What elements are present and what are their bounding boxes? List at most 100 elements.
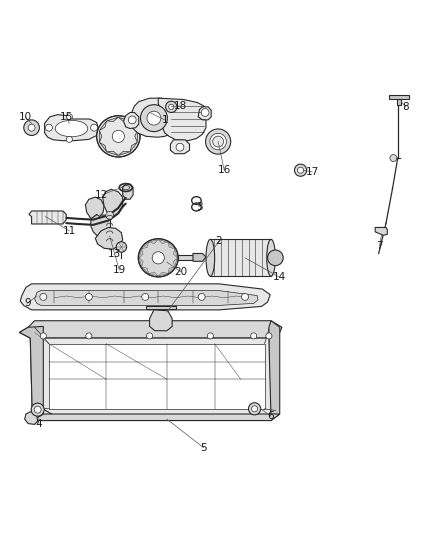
- Text: 8: 8: [402, 102, 409, 112]
- Polygon shape: [198, 107, 211, 120]
- Polygon shape: [139, 249, 143, 258]
- Circle shape: [86, 333, 92, 339]
- Polygon shape: [142, 267, 149, 273]
- Ellipse shape: [141, 104, 167, 132]
- Text: 6: 6: [268, 411, 274, 421]
- Polygon shape: [168, 267, 175, 273]
- Text: 2: 2: [215, 236, 223, 246]
- Circle shape: [128, 116, 136, 124]
- Polygon shape: [91, 214, 110, 238]
- Polygon shape: [150, 310, 172, 330]
- Polygon shape: [389, 95, 409, 99]
- Polygon shape: [49, 344, 265, 409]
- Text: 17: 17: [306, 167, 319, 177]
- Text: 11: 11: [63, 226, 76, 236]
- Polygon shape: [32, 414, 280, 421]
- Text: 15: 15: [60, 112, 73, 122]
- Text: 10: 10: [18, 112, 32, 122]
- Polygon shape: [149, 272, 158, 276]
- Polygon shape: [130, 121, 138, 131]
- Polygon shape: [118, 117, 130, 122]
- Circle shape: [66, 114, 72, 120]
- Circle shape: [390, 155, 397, 161]
- Circle shape: [116, 242, 127, 252]
- Text: 7: 7: [376, 241, 383, 251]
- Polygon shape: [25, 412, 38, 424]
- Text: 4: 4: [35, 418, 42, 429]
- Ellipse shape: [267, 239, 276, 276]
- Text: 1: 1: [162, 115, 168, 125]
- Circle shape: [242, 293, 248, 300]
- Polygon shape: [30, 338, 271, 421]
- Circle shape: [142, 293, 149, 300]
- Text: 9: 9: [24, 298, 31, 309]
- Polygon shape: [178, 255, 193, 261]
- Ellipse shape: [112, 130, 124, 142]
- Circle shape: [248, 403, 261, 415]
- Circle shape: [85, 293, 92, 300]
- Circle shape: [28, 124, 35, 131]
- Ellipse shape: [152, 252, 164, 264]
- Circle shape: [46, 124, 53, 131]
- Polygon shape: [124, 112, 139, 128]
- Circle shape: [176, 143, 184, 151]
- Polygon shape: [118, 151, 130, 156]
- Circle shape: [40, 293, 47, 300]
- Polygon shape: [397, 99, 401, 104]
- Circle shape: [147, 333, 152, 339]
- Circle shape: [40, 333, 46, 339]
- Circle shape: [31, 403, 44, 416]
- Polygon shape: [139, 258, 143, 267]
- Ellipse shape: [55, 120, 88, 137]
- Circle shape: [91, 124, 98, 131]
- Polygon shape: [45, 115, 99, 141]
- Ellipse shape: [213, 136, 223, 147]
- Polygon shape: [158, 240, 168, 244]
- Polygon shape: [95, 228, 123, 249]
- Circle shape: [24, 120, 39, 135]
- Circle shape: [198, 293, 205, 300]
- Circle shape: [166, 101, 177, 112]
- Circle shape: [207, 333, 213, 339]
- Polygon shape: [170, 140, 190, 154]
- Polygon shape: [269, 321, 280, 421]
- Circle shape: [66, 136, 72, 142]
- Polygon shape: [130, 142, 138, 152]
- Polygon shape: [19, 326, 43, 421]
- Polygon shape: [20, 284, 270, 310]
- Circle shape: [297, 167, 304, 173]
- Ellipse shape: [97, 116, 140, 157]
- Polygon shape: [149, 240, 158, 244]
- Polygon shape: [85, 197, 104, 219]
- Text: 16: 16: [218, 165, 231, 175]
- Polygon shape: [35, 290, 258, 305]
- Text: 19: 19: [113, 265, 126, 275]
- Polygon shape: [142, 242, 149, 249]
- Polygon shape: [375, 228, 387, 235]
- Text: 5: 5: [201, 443, 207, 453]
- Polygon shape: [131, 98, 177, 137]
- Polygon shape: [29, 211, 66, 224]
- Polygon shape: [106, 117, 118, 122]
- Ellipse shape: [210, 133, 226, 150]
- Polygon shape: [193, 254, 206, 261]
- Polygon shape: [168, 242, 175, 249]
- Polygon shape: [103, 189, 123, 220]
- Polygon shape: [99, 121, 106, 131]
- Polygon shape: [210, 239, 271, 276]
- Circle shape: [251, 333, 257, 339]
- Polygon shape: [106, 151, 118, 156]
- Ellipse shape: [206, 239, 215, 276]
- Polygon shape: [19, 321, 282, 338]
- Circle shape: [106, 212, 113, 219]
- Ellipse shape: [138, 239, 178, 277]
- Circle shape: [169, 104, 174, 109]
- Polygon shape: [173, 258, 177, 267]
- Circle shape: [201, 109, 209, 116]
- Circle shape: [268, 250, 283, 265]
- Circle shape: [34, 406, 41, 413]
- Circle shape: [251, 406, 258, 412]
- Circle shape: [294, 164, 307, 176]
- Text: 3: 3: [196, 201, 203, 212]
- Ellipse shape: [205, 129, 231, 154]
